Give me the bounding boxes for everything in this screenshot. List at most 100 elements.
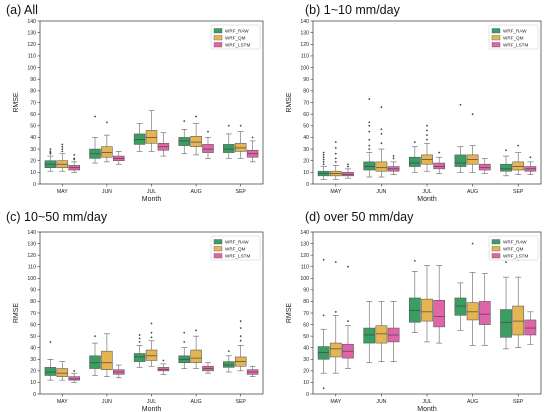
legend-label: WRF_QM bbox=[225, 36, 246, 41]
y-tick-label: 60 bbox=[30, 322, 36, 328]
outlier-marker bbox=[49, 152, 52, 155]
box-wrf-raw-may bbox=[44, 340, 57, 381]
box-iqr bbox=[101, 146, 113, 158]
box-iqr bbox=[433, 299, 446, 328]
outlier-marker bbox=[61, 147, 64, 151]
outlier-marker bbox=[322, 258, 325, 261]
panel-over-50: (d) over 50 mm/day 0 10 20 30 40 50 60 70 80 90 10… bbox=[275, 206, 550, 412]
box-iqr bbox=[478, 301, 491, 325]
outlier-marker bbox=[162, 359, 165, 362]
box-iqr bbox=[408, 156, 421, 167]
outlier-marker bbox=[425, 124, 429, 127]
box-wrf-lstm-aug bbox=[478, 273, 491, 346]
x-tick-label: AUG bbox=[190, 189, 201, 195]
box-wrf-lstm-jul bbox=[157, 359, 170, 375]
x-tick-label: AUG bbox=[467, 399, 478, 405]
y-tick-label: 80 bbox=[303, 89, 309, 95]
box-iqr bbox=[478, 163, 491, 171]
box-wrf-lstm-sep bbox=[246, 365, 259, 377]
box-wrf-qm-aug bbox=[466, 242, 479, 346]
y-tick-label: 40 bbox=[303, 346, 309, 352]
y-tick-label: 40 bbox=[303, 135, 309, 141]
box-iqr bbox=[145, 130, 158, 144]
y-tick-label: 0 bbox=[306, 182, 309, 188]
x-tick-label: JUN bbox=[376, 399, 386, 405]
box-wrf-qm-sep bbox=[512, 144, 525, 175]
box-wrf-lstm-may bbox=[68, 153, 80, 173]
outlier-marker bbox=[251, 136, 254, 139]
y-tick-label: 0 bbox=[33, 182, 36, 188]
x-tick-label: MAY bbox=[330, 189, 341, 195]
legend-label: WRF_RAW bbox=[503, 240, 527, 245]
y-axis-label: RMSE bbox=[286, 303, 293, 324]
outlier-marker bbox=[61, 143, 64, 146]
box-iqr bbox=[223, 361, 235, 368]
outlier-marker bbox=[459, 103, 462, 106]
legend-label: WRF_LSTM bbox=[503, 43, 528, 48]
box-iqr bbox=[145, 349, 158, 361]
y-tick-label: 130 bbox=[300, 241, 309, 247]
y-tick-label: 30 bbox=[303, 357, 309, 363]
y-axis-label: RMSE bbox=[286, 92, 293, 113]
y-tick-label: 130 bbox=[300, 30, 309, 36]
y-tick-label: 100 bbox=[27, 276, 36, 282]
box-iqr bbox=[329, 342, 342, 358]
y-tick-label: 90 bbox=[30, 77, 36, 83]
box-iqr bbox=[190, 349, 202, 364]
legend-swatch bbox=[213, 246, 223, 252]
outlier-marker bbox=[150, 336, 153, 339]
x-tick-label: JUN bbox=[376, 189, 386, 195]
box-wrf-lstm-jun bbox=[387, 301, 400, 362]
y-axis-label: RMSE bbox=[13, 303, 20, 324]
outlier-marker bbox=[425, 138, 429, 141]
box-wrf-raw-jun bbox=[363, 301, 376, 364]
y-tick-label: 40 bbox=[30, 135, 36, 141]
outlier-marker bbox=[206, 130, 210, 133]
y-tick-label: 100 bbox=[300, 65, 309, 71]
y-tick-label: 20 bbox=[303, 159, 309, 165]
outlier-marker bbox=[239, 339, 242, 342]
y-tick-label: 60 bbox=[303, 112, 309, 118]
x-tick-label: MAY bbox=[330, 399, 341, 405]
y-tick-label: 120 bbox=[300, 42, 309, 48]
box-wrf-lstm-jul bbox=[433, 265, 446, 344]
box-iqr bbox=[466, 302, 479, 321]
y-tick-label: 60 bbox=[30, 112, 36, 118]
x-tick-label: JUL bbox=[147, 399, 156, 405]
y-tick-label: 10 bbox=[303, 380, 309, 386]
y-tick-label: 120 bbox=[300, 253, 309, 259]
box-wrf-qm-jul bbox=[421, 124, 433, 172]
box-iqr bbox=[433, 162, 446, 170]
box-iqr bbox=[178, 137, 190, 146]
chart-svg: 0 10 20 30 40 50 60 70 80 90 100 110 120 130 140 MAY JUN… bbox=[13, 230, 264, 412]
box-wrf-qm-may bbox=[329, 260, 342, 374]
box-wrf-qm-jun bbox=[375, 301, 388, 362]
legend-box bbox=[210, 24, 261, 50]
x-tick-label: JUL bbox=[147, 189, 156, 195]
y-tick-label: 10 bbox=[303, 170, 309, 176]
box-wrf-qm-aug bbox=[190, 115, 202, 156]
legend-label: WRF_RAW bbox=[225, 29, 249, 34]
box-wrf-lstm-jun bbox=[113, 364, 125, 379]
y-tick-label: 30 bbox=[30, 147, 36, 153]
box-iqr bbox=[375, 325, 388, 344]
box-wrf-raw-jun bbox=[89, 115, 101, 164]
box-wrf-lstm-sep bbox=[524, 311, 537, 345]
outlier-marker bbox=[392, 157, 395, 160]
box-iqr bbox=[44, 367, 57, 376]
box-wrf-raw-jul bbox=[133, 123, 146, 152]
y-tick-label: 110 bbox=[301, 265, 309, 271]
legend-box bbox=[488, 235, 539, 261]
outlier-marker bbox=[425, 129, 429, 132]
outlier-marker bbox=[239, 124, 242, 127]
y-tick-label: 90 bbox=[303, 288, 309, 294]
box-wrf-raw-aug bbox=[178, 331, 190, 369]
y-tick-label: 50 bbox=[30, 334, 36, 340]
box-wrf-lstm-aug bbox=[202, 362, 214, 374]
box-wrf-raw-sep bbox=[500, 260, 512, 350]
outlier-marker bbox=[93, 115, 97, 118]
panel-title: (a) All bbox=[6, 3, 38, 17]
y-tick-label: 10 bbox=[30, 170, 36, 176]
x-tick-label: MAY bbox=[57, 399, 68, 405]
box-wrf-qm-may bbox=[56, 143, 69, 172]
